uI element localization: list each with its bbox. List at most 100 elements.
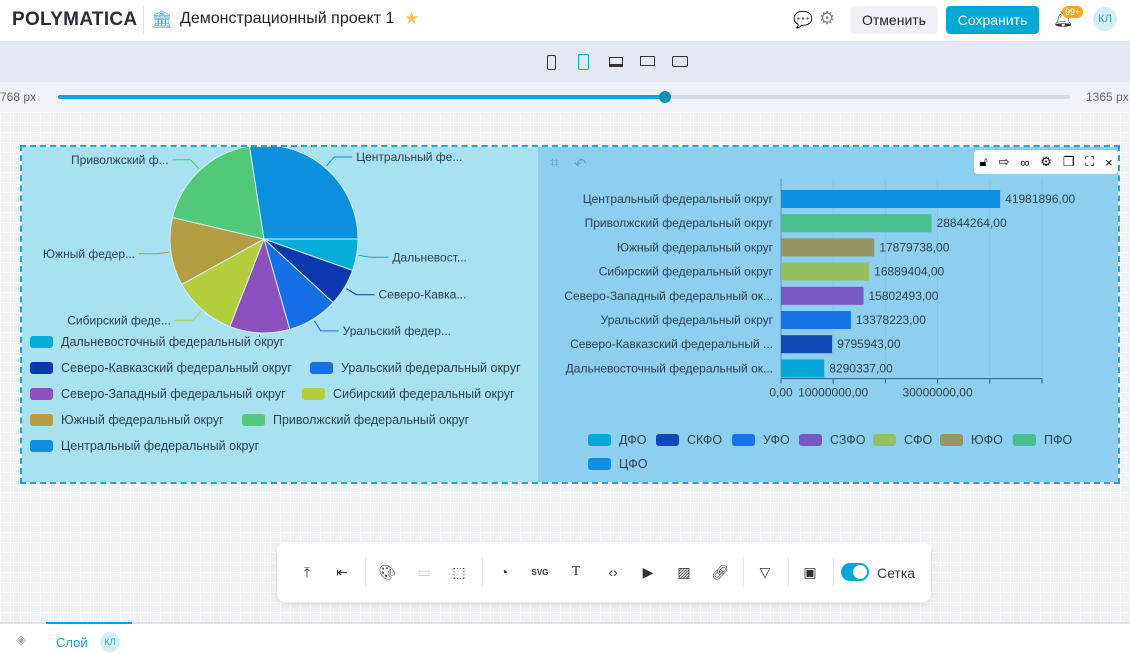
link-icon[interactable]: 🔗︎: [711, 563, 729, 580]
pie-legend-item[interactable]: Северо-Кавказский федеральный округ: [30, 361, 292, 375]
bar-legend-item[interactable]: СЗФО: [799, 433, 866, 447]
bottom-bar: ◈ Слой КЛ: [0, 622, 1130, 654]
bar-value-label: 15802493,00: [868, 289, 938, 303]
wide-desktop-icon[interactable]: [672, 56, 688, 67]
save-button[interactable]: Сохранить: [946, 6, 1039, 34]
resize-icon[interactable]: ⛶: [1085, 154, 1095, 169]
bar-category-label: Северо-Западный федеральный ок...: [564, 289, 773, 303]
bar-legend-item[interactable]: ЮФО: [940, 433, 1003, 447]
pie-leader-line: [345, 288, 375, 296]
link-icon[interactable]: ∞: [1020, 154, 1030, 170]
pie-legend-item[interactable]: Дальневосточный федеральный округ: [30, 335, 284, 349]
legend-swatch: [873, 434, 896, 446]
text-icon[interactable]: T: [571, 564, 581, 579]
undo-icon[interactable]: ↶: [574, 156, 587, 173]
bar: [781, 359, 825, 378]
bar-chart-panel: ⌗ ↶ 🔓︎ ⇨ ∞ ⚙ ❐ ⛶ × Центральный федеральн…: [538, 147, 1118, 482]
legend-label: Уральский федеральный округ: [341, 361, 521, 375]
pie-label: Южный федер...: [43, 247, 135, 261]
divider: [788, 558, 789, 586]
legend-label: ЮФО: [971, 433, 1003, 447]
width-slider-row: 768 px 1365 px: [0, 82, 1130, 112]
select-frame-icon[interactable]: ⬚: [452, 563, 466, 580]
bar-legend-item[interactable]: СКФО: [656, 433, 722, 447]
bar-category-label: Уральский федеральный округ: [601, 313, 774, 327]
chart-widget[interactable]: Дальневост... Северо-Кавка... Уральский фе…: [20, 145, 1120, 484]
widget-actions: 🔓︎ ⇨ ∞ ⚙ ❐ ⛶ ×: [974, 150, 1118, 174]
chart-pie-icon[interactable]: ◔: [499, 564, 509, 580]
legend-label: СКФО: [687, 433, 723, 447]
legend-swatch: [588, 434, 611, 446]
upload-icon[interactable]: ⤒: [303, 563, 311, 580]
pie-legend-item[interactable]: Сибирский федеральный округ: [302, 387, 515, 401]
bar-legend-item[interactable]: ДФО: [588, 433, 646, 447]
tab-layer[interactable]: Слой: [56, 635, 88, 650]
legend-swatch: [656, 434, 679, 446]
bar-legend-item[interactable]: ЦФО: [588, 457, 647, 471]
active-tab-indicator: [46, 622, 132, 624]
header-block-icon[interactable]: ▣: [803, 563, 817, 580]
legend-label: ЦФО: [619, 457, 648, 471]
bar-value-label: 13378223,00: [856, 313, 926, 327]
legend-label: Сибирский федеральный округ: [333, 387, 515, 401]
export-icon[interactable]: ⇨: [998, 154, 1010, 169]
pie-legend-item[interactable]: Северо-Западный федеральный округ: [30, 387, 286, 401]
bar-legend-item[interactable]: СФО: [873, 433, 932, 447]
header: POLYMATICA 🏛 Демонстрационный проект 1 ★…: [0, 0, 1130, 42]
pie-label: Уральский федер...: [343, 324, 451, 337]
legend-label: Приволжский федеральный округ: [273, 413, 470, 427]
legend-swatch: [799, 434, 822, 446]
x-tick-label: 30000000,00: [903, 386, 973, 400]
pie-leader-line: [139, 251, 169, 255]
bar-value-label: 9795943,00: [837, 337, 901, 351]
svg-icon[interactable]: SVG: [531, 567, 549, 577]
legend-swatch: [242, 414, 265, 426]
laptop-icon[interactable]: [609, 57, 623, 67]
avatar[interactable]: КЛ: [1093, 7, 1117, 31]
layers-icon[interactable]: ◈: [16, 632, 26, 647]
layer-icon[interactable]: ▭: [417, 563, 431, 580]
bar: [781, 214, 932, 233]
cancel-button[interactable]: Отменить: [850, 6, 938, 34]
project-title[interactable]: Демонстрационный проект 1: [180, 10, 395, 27]
divider: [143, 6, 144, 34]
code-icon[interactable]: ‹›: [608, 564, 618, 580]
slider-min-label: 768 px: [0, 90, 37, 104]
settings-gear-icon[interactable]: ⚙: [1040, 154, 1052, 169]
unlock-icon[interactable]: 🔓︎: [979, 154, 988, 169]
legend-swatch: [30, 440, 53, 452]
bar-legend-item[interactable]: ПФО: [1013, 433, 1072, 447]
collapse-left-icon[interactable]: ⇤: [336, 563, 348, 580]
pie-legend-item[interactable]: Приволжский федеральный округ: [242, 413, 469, 427]
gear-icon[interactable]: ⚙: [819, 8, 836, 28]
legend-label: ПФО: [1044, 433, 1073, 447]
legend-label: Северо-Кавказский федеральный округ: [61, 361, 292, 375]
comment-icon[interactable]: 💬: [793, 12, 813, 29]
bar-legend-item[interactable]: УФО: [732, 433, 790, 447]
grid-toggle[interactable]: [841, 563, 869, 581]
palette-icon[interactable]: 🎨︎: [378, 563, 396, 580]
divider: [743, 558, 744, 586]
close-icon[interactable]: ×: [1105, 154, 1113, 170]
legend-swatch: [1013, 434, 1036, 446]
bottom-toolbar: ⤒ ⇤ 🎨︎ ▭ ⬚ ◔ SVG T ‹› ▶ ▨ 🔗︎ ▽ ▣ Сетка: [277, 542, 931, 602]
pie-legend-item[interactable]: Центральный федеральный округ: [30, 439, 259, 453]
logo: POLYMATICA: [12, 9, 138, 30]
slider-track[interactable]: [58, 91, 1070, 103]
pie-legend-item[interactable]: Южный федеральный округ: [30, 413, 224, 427]
project-icon: 🏛: [151, 10, 173, 29]
pie-legend-item[interactable]: Уральский федеральный округ: [310, 361, 521, 375]
x-tick-label: 0,00: [769, 386, 793, 400]
crop-icon[interactable]: ⌗: [550, 155, 560, 172]
favorite-star-icon[interactable]: ★: [404, 9, 420, 28]
video-icon[interactable]: ▶: [642, 563, 654, 580]
bar-category-label: Северо-Кавказский федеральный ...: [570, 337, 773, 351]
slider-handle[interactable]: [659, 91, 672, 103]
copy-icon[interactable]: ❐: [1062, 154, 1075, 169]
desktop-icon[interactable]: [640, 56, 655, 66]
phone-icon[interactable]: [547, 55, 556, 70]
tablet-icon[interactable]: [578, 54, 589, 70]
x-tick-label: 10000000,00: [798, 386, 868, 400]
filter-icon[interactable]: ▽: [759, 563, 771, 580]
image-icon[interactable]: ▨: [677, 563, 691, 580]
